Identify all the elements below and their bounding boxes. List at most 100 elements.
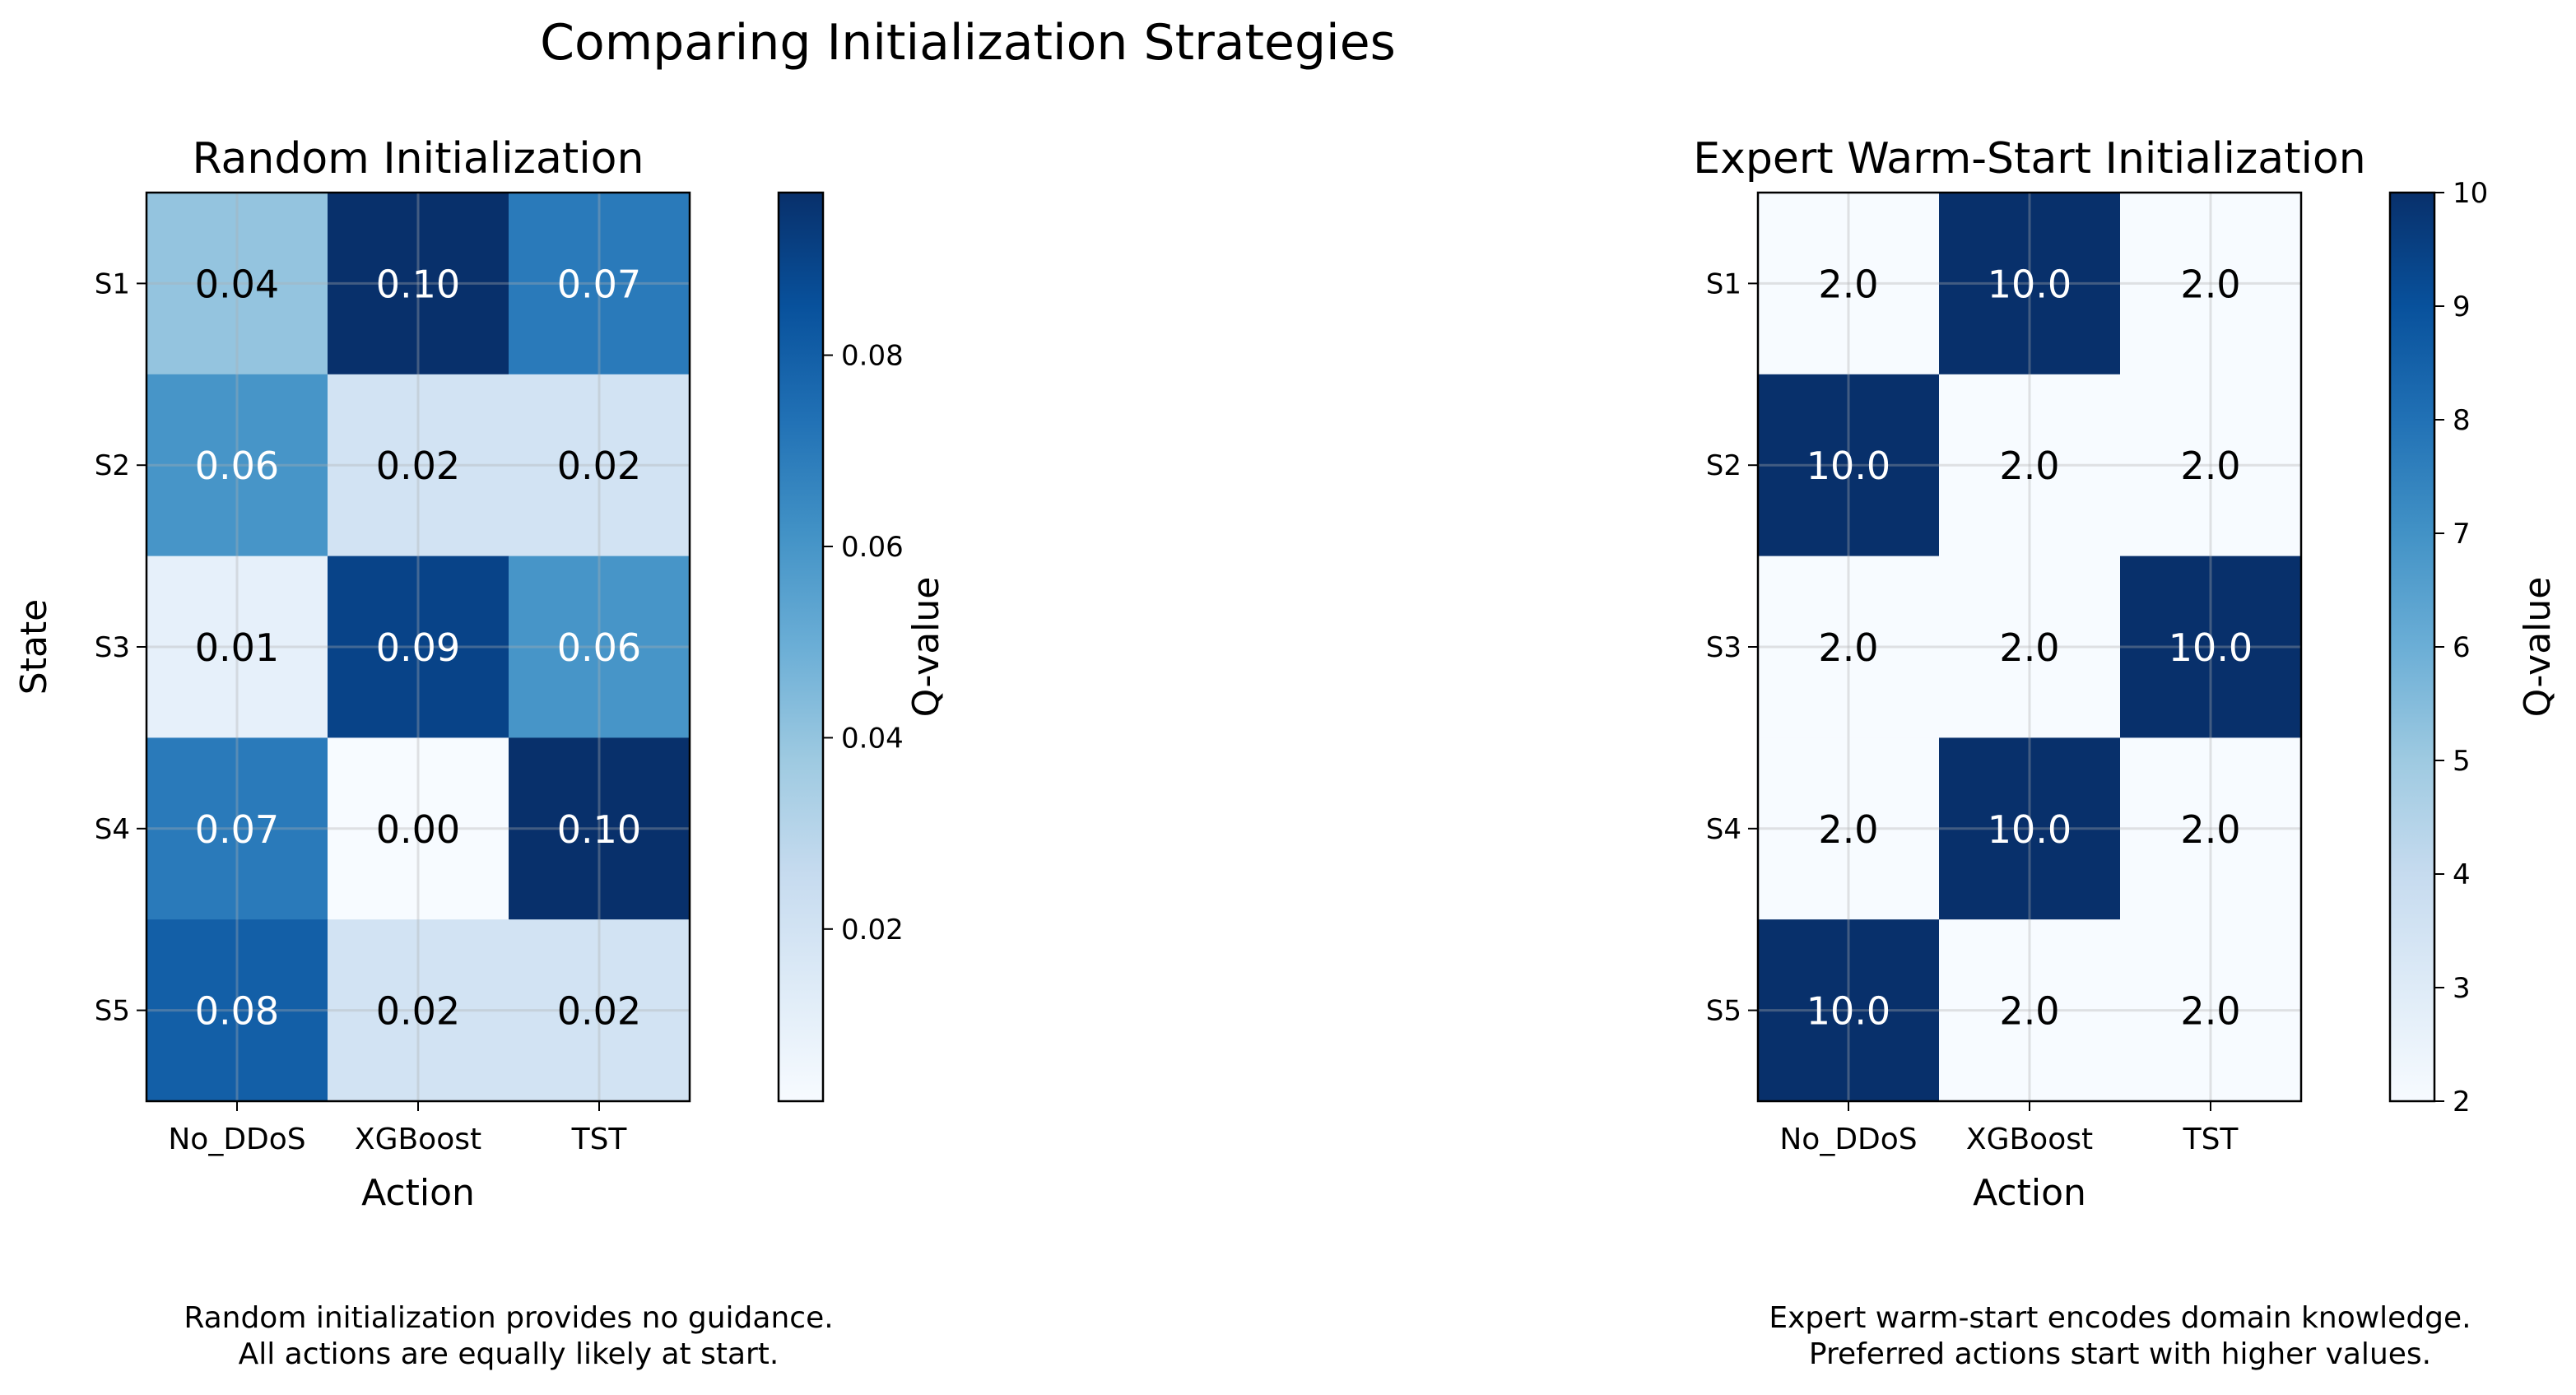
cell-value-label: 2.0 bbox=[2180, 444, 2240, 488]
cell-value-label: 2.0 bbox=[1999, 625, 2059, 670]
heatmap-cell bbox=[1758, 193, 1940, 375]
heatmap-cell bbox=[328, 737, 509, 920]
colorbar-tick-label: 10 bbox=[2453, 177, 2488, 210]
heatmap-cell bbox=[1758, 737, 1940, 920]
panel-caption-line: Random initialization provides no guidan… bbox=[184, 1301, 833, 1335]
cell-value-label: 10.0 bbox=[1988, 262, 2071, 306]
heatmap-cell bbox=[146, 556, 328, 738]
panel-title: Expert Warm-Start Initialization bbox=[1693, 134, 2365, 184]
cell-value-label: 0.02 bbox=[557, 444, 641, 488]
y-tick-label: S1 bbox=[1706, 267, 1741, 300]
y-tick-label: S3 bbox=[95, 631, 130, 664]
heatmap-cell bbox=[146, 374, 328, 557]
x-tick-label: XGBoost bbox=[355, 1123, 481, 1156]
cell-value-label: 2.0 bbox=[2180, 989, 2240, 1034]
y-axis-label: State bbox=[13, 599, 55, 695]
colorbar-gradient bbox=[2390, 193, 2434, 1101]
x-tick-label: XGBoost bbox=[1966, 1123, 2093, 1156]
heatmap-panel-expert: Expert Warm-Start Initialization 2.0 10.0 2… bbox=[1693, 134, 2559, 1371]
y-tick-label: S5 bbox=[95, 995, 130, 1028]
cell-value-label: 0.06 bbox=[557, 625, 641, 670]
colorbar-tick-label: 2 bbox=[2453, 1086, 2471, 1118]
heatmap-cell bbox=[1758, 919, 1940, 1102]
y-tick-label: S4 bbox=[1706, 813, 1741, 846]
cell-value-label: 10.0 bbox=[2169, 625, 2253, 670]
heatmap-cell bbox=[1758, 374, 1940, 557]
heatmap-cell bbox=[1939, 193, 2121, 375]
cell-value-label: 0.02 bbox=[557, 989, 641, 1034]
heatmap-cell bbox=[1939, 374, 2121, 557]
colorbar-tick-label: 0.06 bbox=[841, 531, 904, 564]
colorbar-tick-label: 5 bbox=[2453, 745, 2471, 778]
colorbar-gradient bbox=[779, 193, 823, 1101]
heatmap-cell bbox=[509, 919, 690, 1102]
heatmap-cell bbox=[146, 193, 328, 375]
cell-value-label: 10.0 bbox=[1806, 989, 1890, 1034]
cell-value-label: 0.08 bbox=[195, 989, 279, 1034]
heatmap-cell bbox=[509, 556, 690, 738]
cell-value-label: 0.02 bbox=[376, 989, 460, 1034]
x-tick-label: No_DDoS bbox=[1779, 1123, 1917, 1156]
colorbar-label: Q-value bbox=[905, 577, 947, 718]
colorbar-label: Q-value bbox=[2517, 577, 2559, 718]
cell-value-label: 0.07 bbox=[195, 807, 279, 852]
colorbar-tick-label: 0.02 bbox=[841, 914, 904, 946]
panel-caption-line: All actions are equally likely at start. bbox=[239, 1337, 779, 1371]
cell-value-label: 0.07 bbox=[557, 262, 641, 306]
panel-title: Random Initialization bbox=[193, 134, 644, 184]
colorbar-tick-label: 8 bbox=[2453, 404, 2471, 437]
heatmap-cell bbox=[2120, 374, 2302, 557]
heatmap-cell bbox=[328, 374, 509, 557]
cell-value-label: 2.0 bbox=[1818, 625, 1878, 670]
y-tick-label: S2 bbox=[95, 449, 130, 482]
colorbar-tick-label: 3 bbox=[2453, 972, 2471, 1005]
heatmap-cell bbox=[2120, 556, 2302, 738]
heatmap-cell bbox=[1939, 737, 2121, 920]
colorbar-tick-label: 6 bbox=[2453, 631, 2471, 664]
cell-value-label: 10.0 bbox=[1806, 444, 1890, 488]
heatmap-panel-random: Random Initialization 0.04 0.10 0.07 0.06 0.0… bbox=[13, 134, 947, 1371]
heatmap-cell bbox=[328, 919, 509, 1102]
cell-value-label: 2.0 bbox=[2180, 262, 2240, 306]
heatmap-cell bbox=[146, 737, 328, 920]
cell-value-label: 0.09 bbox=[376, 625, 460, 670]
heatmap-cell bbox=[509, 193, 690, 375]
cell-value-label: 0.02 bbox=[376, 444, 460, 488]
cell-value-label: 2.0 bbox=[2180, 807, 2240, 852]
heatmap-cell bbox=[2120, 193, 2302, 375]
x-tick-label: TST bbox=[2183, 1123, 2239, 1156]
y-tick-label: S5 bbox=[1706, 995, 1741, 1028]
cell-value-label: 0.10 bbox=[376, 262, 460, 306]
heatmap-cell bbox=[328, 193, 509, 375]
cell-value-label: 2.0 bbox=[1999, 989, 2059, 1034]
cell-value-label: 0.00 bbox=[376, 807, 460, 852]
heatmap-cell bbox=[1758, 556, 1940, 738]
x-axis-label: Action bbox=[1973, 1172, 2086, 1214]
cell-value-label: 2.0 bbox=[1818, 807, 1878, 852]
x-axis-label: Action bbox=[361, 1172, 475, 1214]
y-tick-label: S1 bbox=[95, 267, 130, 300]
cell-value-label: 0.04 bbox=[195, 262, 279, 306]
cell-value-label: 2.0 bbox=[1818, 262, 1878, 306]
colorbar-tick-label: 7 bbox=[2453, 518, 2471, 551]
cell-value-label: 10.0 bbox=[1988, 807, 2071, 852]
x-tick-label: TST bbox=[571, 1123, 628, 1156]
figure-title: Comparing Initialization Strategies bbox=[540, 14, 1396, 72]
x-tick-label: No_DDoS bbox=[168, 1123, 305, 1156]
y-tick-label: S3 bbox=[1706, 631, 1741, 664]
heatmap-cell bbox=[1939, 556, 2121, 738]
heatmap-cell bbox=[328, 556, 509, 738]
heatmap-cell bbox=[146, 919, 328, 1102]
panel-caption-line: Preferred actions start with higher valu… bbox=[1809, 1337, 2431, 1371]
heatmap-cell bbox=[2120, 737, 2302, 920]
cell-value-label: 2.0 bbox=[1999, 444, 2059, 488]
cell-value-label: 0.06 bbox=[195, 444, 279, 488]
heatmap-cell bbox=[1939, 919, 2121, 1102]
panel-caption-line: Expert warm-start encodes domain knowled… bbox=[1769, 1301, 2471, 1335]
colorbar-tick-label: 0.04 bbox=[841, 722, 904, 755]
colorbar-tick-label: 4 bbox=[2453, 858, 2471, 891]
colorbar-frame bbox=[777, 191, 825, 1103]
heatmap-cell bbox=[2120, 919, 2302, 1102]
cell-value-label: 0.01 bbox=[195, 625, 279, 670]
